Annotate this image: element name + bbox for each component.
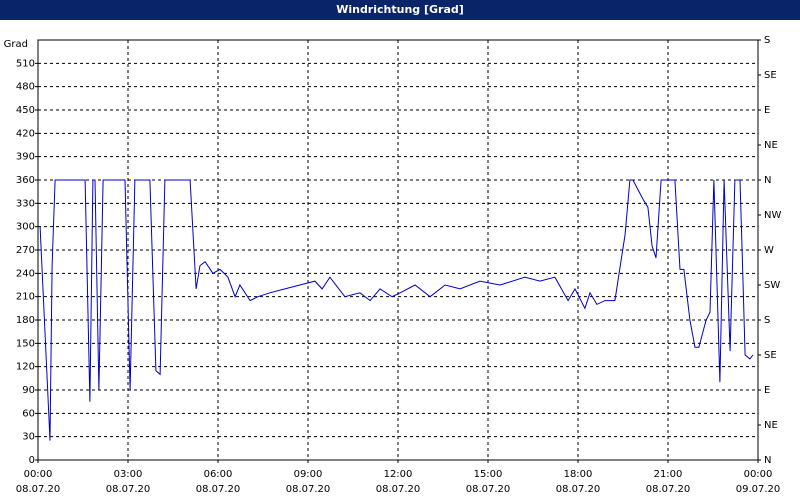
y-tick-label: 0 (29, 455, 35, 466)
y-tick-label: 180 (16, 315, 35, 326)
y2-tick-label: SE (764, 350, 777, 361)
y2-tick-label: SW (764, 280, 780, 291)
y-tick-label: 510 (16, 58, 35, 69)
x-tick-label: 03:00 (114, 469, 143, 480)
y-tick-label: 480 (16, 82, 35, 93)
x-tick-label: 18:00 (564, 469, 593, 480)
y2-tick-label: NE (764, 140, 778, 151)
x-tick-date: 08.07.20 (106, 484, 151, 495)
y-tick-label: 420 (16, 128, 35, 139)
y-tick-label: 270 (16, 245, 35, 256)
y-tick-label: 240 (16, 268, 35, 279)
y2-tick-label: S (764, 315, 770, 326)
y2-tick-label: W (764, 245, 774, 256)
y2-tick-label: N (764, 455, 771, 466)
grid (35, 39, 761, 463)
chart-title: Windrichtung [Grad] (336, 3, 464, 16)
y-tick-label: 360 (16, 175, 35, 186)
y-tick-label: 120 (16, 362, 35, 373)
y-tick-label: 30 (22, 432, 35, 443)
y-tick-label: 210 (16, 292, 35, 303)
y2-tick-label: E (764, 385, 770, 396)
y-tick-label: 330 (16, 198, 35, 209)
x-tick-label: 15:00 (474, 469, 503, 480)
x-tick-label: 00:00 (24, 469, 53, 480)
data-line (39, 179, 754, 441)
x-tick-label: 00:00 (744, 469, 773, 480)
y-tick-label: 60 (22, 408, 35, 419)
x-tick-date: 08.07.20 (286, 484, 331, 495)
y-axis-label: Grad (4, 39, 28, 50)
x-tick-date: 08.07.20 (196, 484, 241, 495)
x-tick-date: 08.07.20 (646, 484, 691, 495)
y-tick-label: 150 (16, 338, 35, 349)
y-tick-label: 450 (16, 105, 35, 116)
title-bar (0, 0, 800, 20)
x-tick-date: 08.07.20 (16, 484, 61, 495)
x-tick-date: 08.07.20 (376, 484, 421, 495)
x-tick-label: 21:00 (654, 469, 683, 480)
y2-tick-label: E (764, 105, 770, 116)
y2-tick-label: NE (764, 420, 778, 431)
y2-tick-label: N (764, 175, 771, 186)
y-tick-label: 390 (16, 152, 35, 163)
x-tick-date: 08.07.20 (556, 484, 601, 495)
y2-tick-label: NW (764, 210, 781, 221)
x-tick-date: 09.07.20 (736, 484, 781, 495)
y2-tick-label: SE (764, 70, 777, 81)
y-tick-label: 90 (22, 385, 35, 396)
x-tick-date: 08.07.20 (466, 484, 511, 495)
y2-tick-label: S (764, 35, 770, 46)
x-tick-label: 12:00 (384, 469, 413, 480)
plot-frame (37, 39, 759, 461)
x-tick-label: 06:00 (204, 469, 233, 480)
y-tick-label: 300 (16, 222, 35, 233)
plot (39, 179, 754, 441)
x-tick-label: 09:00 (294, 469, 323, 480)
